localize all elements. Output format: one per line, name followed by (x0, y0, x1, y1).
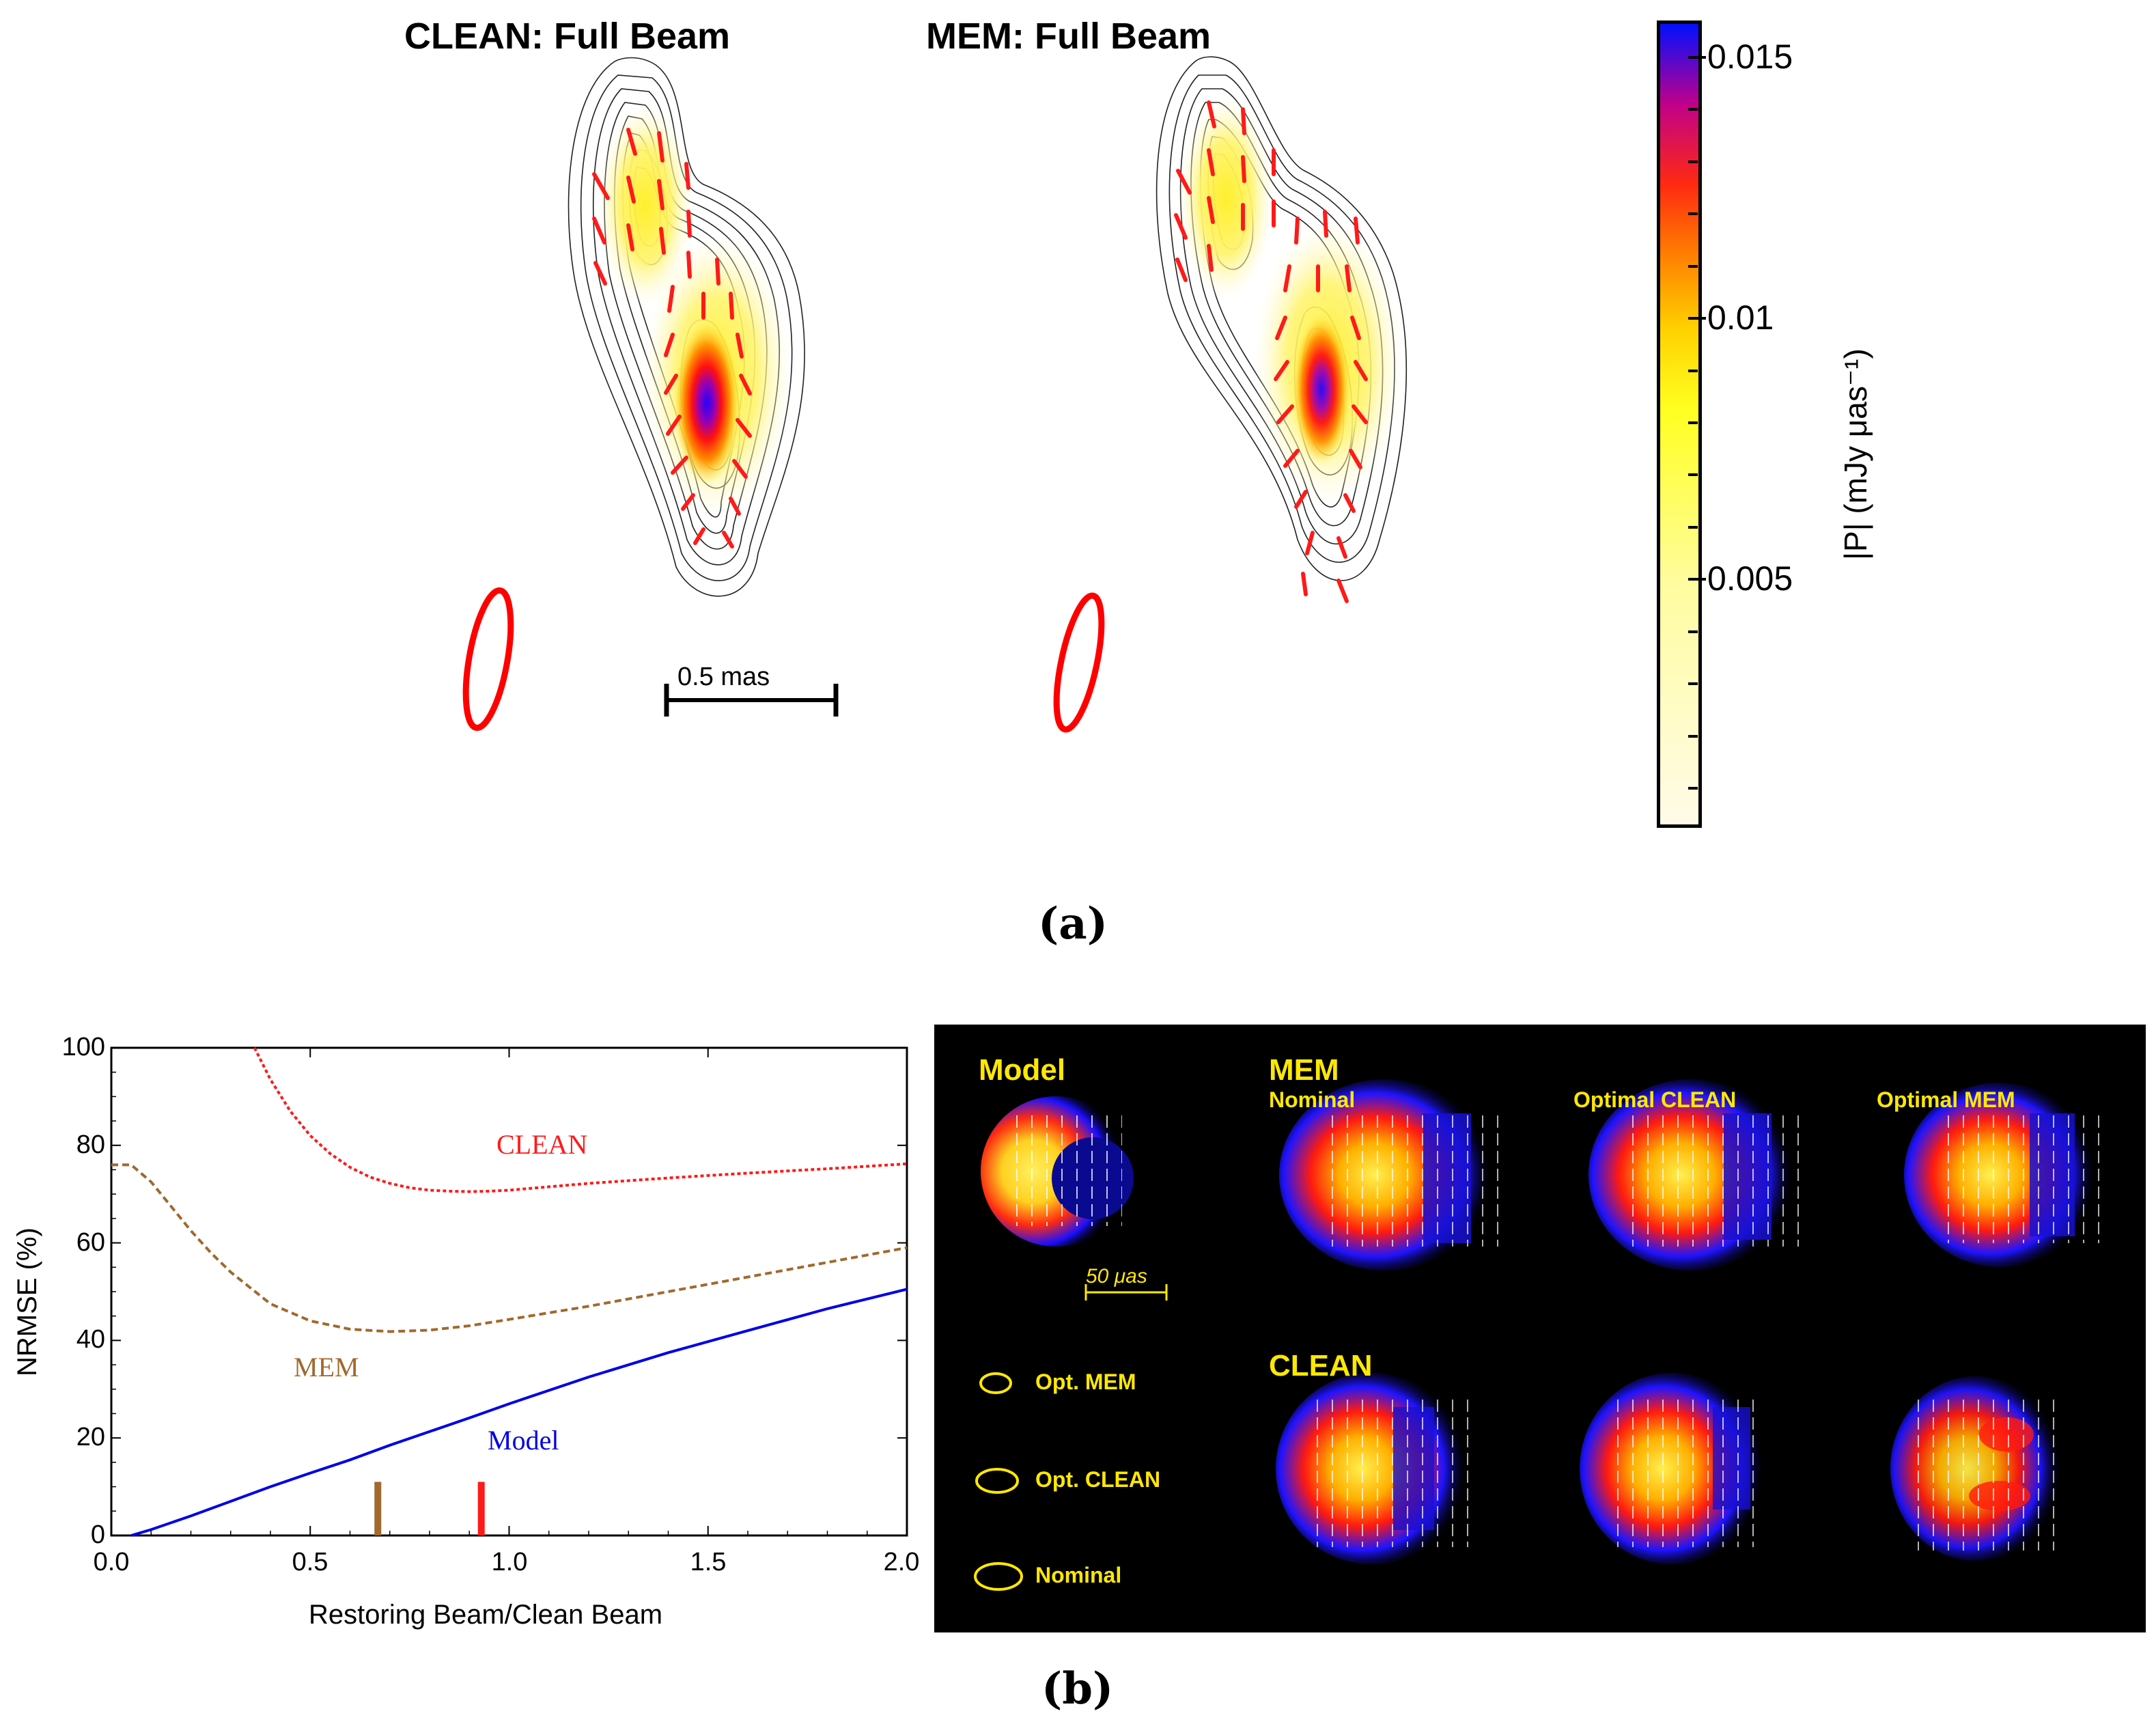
clean-core (674, 321, 740, 485)
clean-north-component (598, 102, 693, 307)
clean-map-title: CLEAN: Full Beam (404, 16, 731, 57)
series-line-mem (111, 1163, 908, 1333)
mem-evpa-ticks (1174, 100, 1368, 603)
x-axis-label: Restoring Beam/Clean Beam (309, 1600, 663, 1630)
image-scale-bar (1084, 1284, 1168, 1301)
optimal-mem-label: Optimal MEM (1877, 1087, 2015, 1112)
clean-beam-ellipse (462, 587, 514, 732)
x-tick-0: 0.0 (93, 1548, 130, 1576)
clean-row-label: CLEAN (1269, 1349, 1373, 1382)
mem-polarization-map (1156, 56, 1408, 603)
mem-core (1293, 314, 1350, 464)
series-layer (111, 1047, 908, 1537)
x-tick-20: 2.0 (883, 1548, 920, 1576)
y-tick-20: 20 (76, 1423, 105, 1451)
colorbar-label: |P| (mJy μas⁻¹) (1838, 348, 1873, 560)
mem-map-title: MEM: Full Beam (926, 16, 1212, 57)
caption-b: (b) (1041, 1663, 1114, 1714)
clean-nominal-image (1276, 1373, 1470, 1564)
image-scale-label: 50 μas (1086, 1265, 1147, 1288)
image-grid-art (948, 1038, 2143, 1591)
y-tick-40: 40 (76, 1325, 105, 1354)
colorbar-ticks (1688, 56, 1706, 790)
y-tick-60: 60 (76, 1228, 105, 1257)
x-tick-10: 1.0 (491, 1548, 528, 1576)
beam-legend-ellipses (974, 1372, 1023, 1591)
legend-opt-mem: Opt. MEM (1035, 1370, 1136, 1394)
panel-a: CLEAN: Full Beam MEM: Full Beam (404, 16, 1873, 949)
mem-nominal-image (1255, 1038, 1542, 1311)
optimal-clean-image (1563, 1038, 1849, 1311)
y-tick-0: 0 (90, 1520, 105, 1549)
series-line-model (130, 1288, 908, 1537)
image-grid: Model MEM Nominal Optimal CLEAN Optimal … (934, 1025, 2146, 1632)
x-tick-15: 1.5 (690, 1548, 727, 1576)
series-label-mem: MEM (294, 1352, 359, 1382)
clean-polarization-map (568, 57, 805, 597)
clean-optimal-mem-image (1890, 1376, 2061, 1561)
model-image (948, 1038, 1235, 1311)
legend-opt-clean: Opt. CLEAN (1035, 1467, 1161, 1492)
colorbar-tick-0005: 0.005 (1707, 559, 1793, 598)
scale-bar (664, 684, 839, 717)
nrmse-chart: 100 80 60 40 20 0 0.0 0.5 1.0 1.5 2.0 Re… (0, 1004, 919, 1660)
optimum-markers (374, 1482, 485, 1535)
colorbar-tick-0015: 0.015 (1707, 38, 1793, 76)
y-tick-80: 80 (76, 1130, 105, 1159)
y-tick-100: 100 (61, 1033, 105, 1061)
colorbar-tick-001: 0.01 (1707, 298, 1774, 337)
clean-evpa-ticks (592, 128, 752, 548)
nrmse-plot-area (110, 1046, 908, 1537)
nominal-label: Nominal (1269, 1087, 1356, 1112)
mem-north-component (1178, 96, 1274, 301)
clean-optimal-clean-image (1580, 1373, 1764, 1564)
plot-frame (110, 1046, 908, 1537)
scale-bar-label: 0.5 mas (677, 663, 770, 691)
y-axis-label: NRMSE (%) (12, 1227, 42, 1376)
axis-ticks (111, 1047, 908, 1536)
series-label-model: Model (488, 1425, 559, 1456)
caption-a: (a) (1038, 898, 1108, 949)
series-line-clean (253, 1047, 908, 1193)
model-label: Model (979, 1053, 1066, 1087)
legend-nominal: Nominal (1035, 1563, 1122, 1587)
optimal-mem-image (1870, 1038, 2143, 1311)
optimal-clean-label: Optimal CLEAN (1573, 1087, 1737, 1112)
x-tick-05: 0.5 (292, 1548, 328, 1576)
mem-beam-ellipse (1053, 592, 1105, 733)
mem-row-label: MEM (1269, 1053, 1339, 1087)
series-label-clean: CLEAN (496, 1129, 588, 1160)
